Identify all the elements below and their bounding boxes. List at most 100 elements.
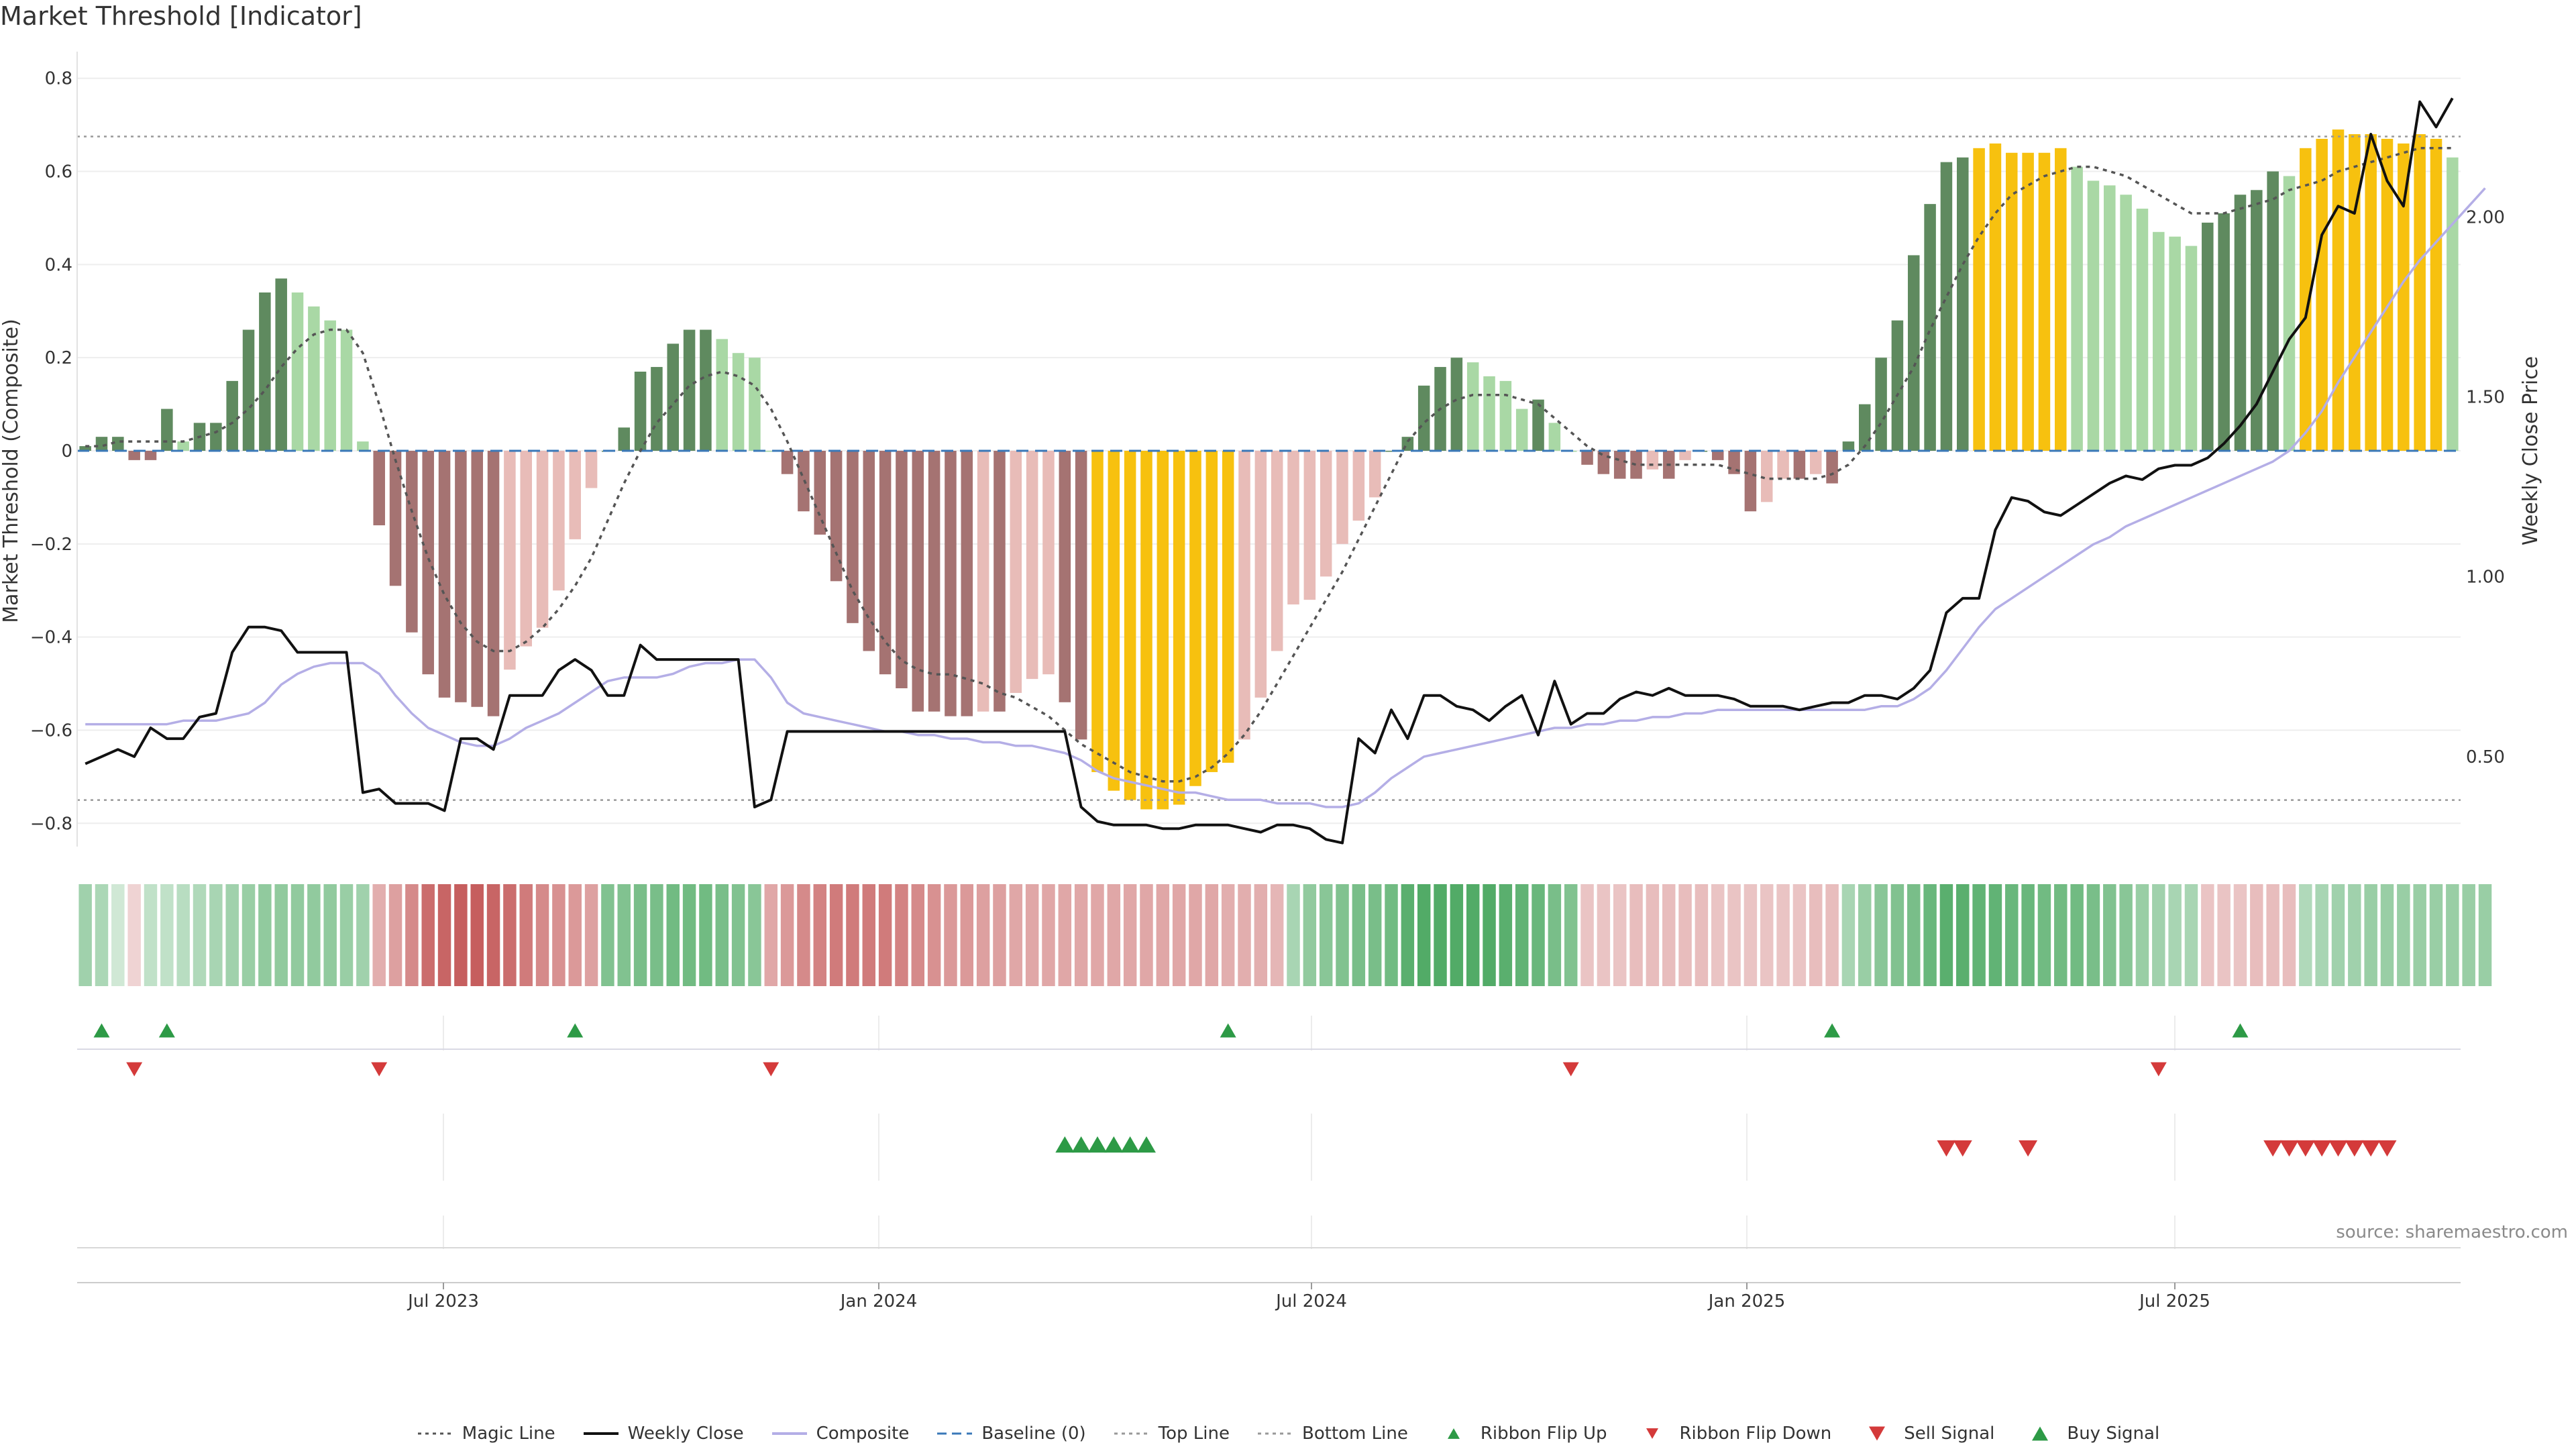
sell-signal-marker [1937,1140,1956,1157]
ribbon-cell [193,884,207,986]
ribbon-cell [2233,884,2247,986]
ribbon-cell [2331,884,2345,986]
ribbon-cell [1548,884,1562,986]
composite-bar [863,451,875,651]
ribbon-flip-up-marker [1824,1023,1841,1038]
ribbon-cell [2119,884,2133,986]
composite-bar [847,451,859,623]
ribbon-cell [1352,884,1366,986]
legend-label: Sell Signal [1904,1424,1995,1444]
ribbon-cell [2152,884,2165,986]
ribbon-cell [2005,884,2019,986]
ribbon-cell [1042,884,1055,986]
x-axis: Jul 2023 Jan 2024 Jul 2024 Jan 2025 Jul 2025 [77,1282,2461,1311]
legend-item: Baseline (0) [936,1424,1086,1444]
legend-item: Bottom Line [1256,1424,1408,1444]
y-left-tick-label: 0.8 [45,69,72,89]
ribbon-cell [1466,884,1480,986]
ribbon-cell [1058,884,1072,986]
ribbon-flip-up-marker [1220,1023,1236,1038]
composite-bar [1320,451,1332,577]
ribbon-cell [1401,884,1415,986]
ribbon-cell [1874,884,1888,986]
ribbon-cell [209,884,223,986]
composite-bar [144,451,157,460]
ribbon-cell [1711,884,1725,986]
composite-bar [128,451,140,460]
buy-signal-marker [1104,1136,1124,1153]
ribbon-cell [2103,884,2116,986]
composite-bar [1940,162,1953,451]
legend-label: Magic Line [462,1424,555,1444]
composite-bar [1858,404,1871,451]
ribbon-cell [1760,884,1774,986]
composite-bar [2153,231,2165,451]
composite-bar [1222,451,1234,763]
composite-bar [1548,423,1561,451]
composite-bar [1891,320,1904,451]
ribbon-cell [650,884,663,986]
ribbon-cell [1629,884,1643,986]
legend-item: Ribbon Flip Up [1435,1424,1607,1444]
composite-bar [1352,451,1365,521]
ribbon-cell [2413,884,2426,986]
weekly-close-line [85,97,2454,845]
ribbon-flip-down-marker [371,1062,388,1077]
ribbon-cell [1532,884,1545,986]
ribbon-cell [1287,884,1300,986]
ribbon-cell [813,884,827,986]
composite-bar [667,343,680,451]
ribbon-cell [748,884,761,986]
ribbon-cell [911,884,925,986]
composite-bar [765,451,777,452]
ribbon-cell [1303,884,1317,986]
ribbon-cell [470,884,484,986]
composite-bar [961,451,973,716]
composite-bar [1189,451,1201,786]
composite-bar [1809,451,1822,474]
y-left-tick-label: 0.6 [45,162,72,182]
composite-bar [210,423,222,451]
sell-signal-marker [2279,1140,2299,1157]
chart-title: Market Threshold [Indicator] [0,1,362,31]
composite-bar [1010,451,1022,693]
ribbon-cell [78,884,92,986]
ribbon-cell [1646,884,1660,986]
y-right-tick-label: 0.50 [2466,747,2505,767]
composite-bar [569,451,581,539]
ribbon-cell [437,884,451,986]
ribbon-cell [1385,884,1398,986]
composite-bar [1875,358,1887,451]
composite-bar [1254,451,1267,698]
legend-label: Baseline (0) [981,1424,1086,1444]
ribbon-cell [307,884,321,986]
ribbon-cell [1825,884,1839,986]
composite-bar [2120,195,2132,451]
grid [77,77,2461,824]
ribbon-cell [1939,884,1953,986]
y-left-tick-label: −0.4 [30,628,72,648]
composite-bar [716,339,729,451]
composite-bar [1091,451,1104,772]
legend-swatch-icon [1447,1428,1460,1439]
ribbon-cell [1988,884,2002,986]
ribbon-cell [1368,884,1382,986]
ribbon-cell [552,884,566,986]
legend-swatch-icon [1646,1428,1659,1439]
composite-bar [700,329,712,451]
legend-item: Magic Line [417,1424,555,1444]
ribbon-cell [2054,884,2068,986]
ribbon-cell [1156,884,1170,986]
composite-bar [2332,129,2345,451]
composite-bar [2169,236,2181,451]
ribbon-cell [2380,884,2394,986]
composite-bar [928,451,941,712]
ribbon-cell [2250,884,2263,986]
ribbon-cell [1580,884,1594,986]
composite-bar [1271,451,1283,651]
composite-bar [1760,451,1773,502]
composite-bar [520,451,532,647]
composite-bar [308,306,320,451]
y-left-tick-label: 0.2 [45,348,72,368]
